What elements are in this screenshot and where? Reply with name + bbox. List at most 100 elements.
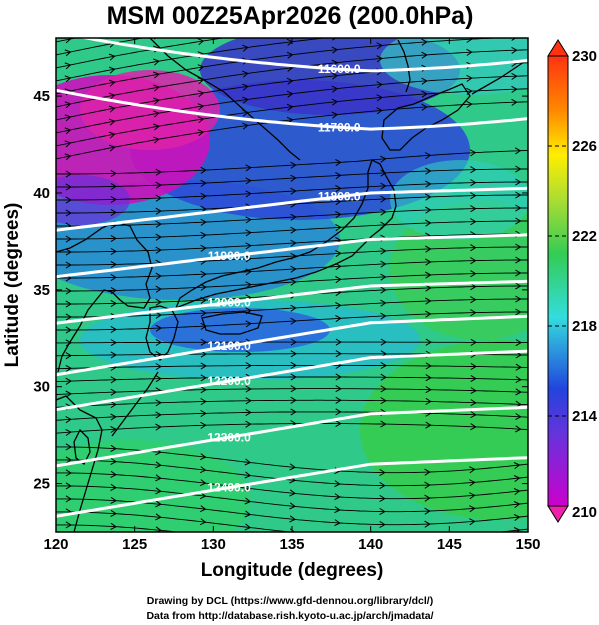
wind-arrowhead [377,30,382,36]
streamline [56,411,528,421]
contour-label: 12300.0 [207,430,251,444]
wind-arrowhead [512,21,517,27]
y-tick-label: 35 [33,282,50,299]
wind-arrowhead [335,546,340,552]
coastline-shikoku [201,311,263,335]
y-tick-label: 45 [33,88,50,105]
streamline [56,524,182,532]
x-tick-label: 140 [358,536,383,553]
streamline [56,259,528,279]
y-tick-label: 25 [33,476,50,493]
streamline [56,272,528,292]
contour-labels: 11600.0 11700.0 11800.0 11900.0 12000.0 12100… [207,62,361,494]
coastline-honshu [174,159,397,310]
height-contour-line [56,186,528,232]
wind-arrowhead [469,545,474,551]
height-contour-line [56,233,528,279]
streamline [56,472,528,500]
height-contour-line [56,349,528,412]
streamline [56,485,528,513]
contour-label: 11800.0 [318,190,361,204]
streamline [56,168,528,188]
colorbar-bottom-arrow [547,505,569,523]
contour-label: 12200.0 [207,374,251,388]
wind-arrowhead [245,537,250,543]
contour-label: 11900.0 [208,249,251,263]
colorbar: 230 226 222 218 214 210 [547,39,598,523]
height-contour-line [78,38,528,73]
coastline-ryukyu [111,371,159,437]
contour-label: 11700.0 [318,120,361,134]
credit-data: Data from http://database.rish.kyoto-u.a… [146,610,433,622]
wind-arrowhead [332,38,337,41]
streamline [56,38,226,69]
contour-label: 12100.0 [207,339,251,353]
credit-drawing: Drawing by DCL (https://www.gfd-dennou.o… [147,595,433,607]
x-tick-label: 130 [201,536,226,553]
colorbar-tick-label: 214 [572,408,598,425]
streamline [56,388,528,395]
streamline [56,181,528,201]
wind-arrowhead [425,534,430,540]
map-title: MSM 00Z25Apr2026 (200.0hPa) [107,2,474,30]
height-contour-line [56,88,528,131]
streamline [56,341,528,344]
coastline-kurils [471,61,525,95]
height-contour-line [56,405,528,468]
x-tick-label: 145 [437,536,462,553]
colorbar-tick-label: 210 [572,504,597,521]
colorbar-ticks: 230 226 222 218 214 210 [548,48,598,521]
streamline [56,399,528,408]
streamline [56,38,146,56]
height-contour-line [56,279,528,325]
coastline-taiwan [73,428,91,465]
coastline-sakhalin [397,39,411,93]
streamline [56,38,506,95]
coastline-hokkaido [381,83,471,151]
coastline-russia [149,38,301,161]
latitude-ticks: 25 30 35 40 45 [33,88,528,493]
x-tick-label: 125 [122,536,147,553]
wind-arrowhead [511,38,517,41]
longitude-ticks: 120 125 130 135 140 145 150 [43,38,541,553]
streamline [56,459,528,487]
wind-arrowhead [512,8,517,14]
y-tick-label: 40 [33,185,50,202]
colorbar-top-arrow [547,39,569,57]
colorbar-tick-label: 226 [572,138,597,155]
contour-label: 12000.0 [207,296,251,310]
streamline [56,364,528,370]
colorbar-ramp [547,55,569,507]
y-axis-label: Latitude (degrees) [2,203,23,368]
streamline [56,311,528,331]
height-contour-line [56,314,528,377]
streamline [56,49,528,108]
height-contour-line [56,456,528,518]
wind-arrowhead [512,0,517,1]
coastline-china-south [56,395,103,532]
streamline [56,75,528,134]
colorbar-tick-label: 222 [572,228,597,245]
streamline [56,446,528,474]
streamline [56,246,528,266]
wind-arrowhead [425,547,430,553]
streamline [56,194,528,214]
streamline [56,220,528,240]
streamline [56,376,528,383]
streamline [56,511,528,532]
streamline [56,101,528,160]
streamline [56,233,528,253]
x-tick-label: 120 [43,536,68,553]
streamline [56,498,528,526]
x-axis-label: Longitude (degrees) [201,560,384,581]
map-area: 11600.0 11700.0 11800.0 11900.0 12000.0 12100… [56,0,528,553]
height-contours [56,38,528,518]
x-tick-label: 150 [515,536,540,553]
contour-label: 12400.0 [207,481,251,495]
colorbar-tick-label: 218 [572,318,597,335]
wind-arrowhead [335,533,340,539]
x-tick-label: 135 [279,536,304,553]
streamline [56,88,528,147]
streamline [56,149,528,175]
